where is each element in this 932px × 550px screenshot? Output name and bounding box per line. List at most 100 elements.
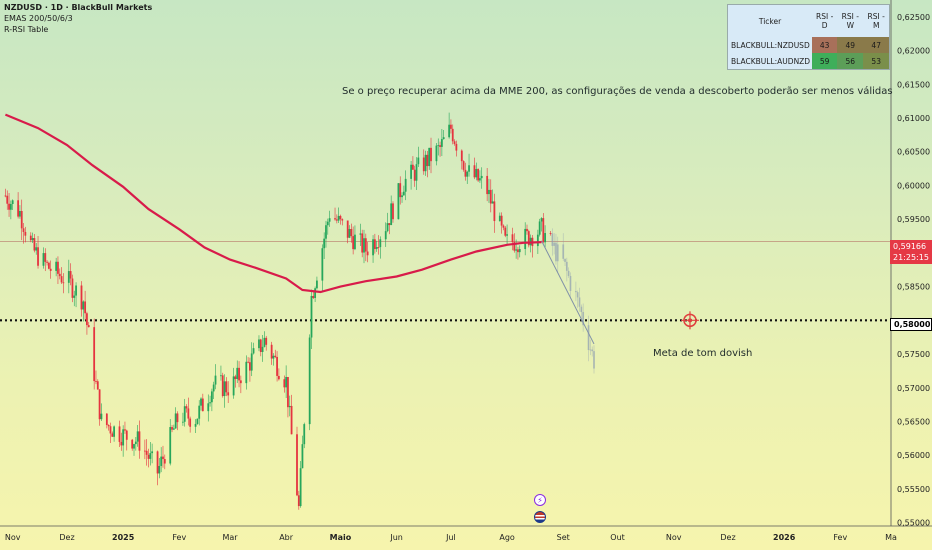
candle-body (105, 413, 108, 425)
candle-body (288, 405, 291, 408)
candle-body (136, 431, 139, 442)
y-tick-label: 0,62500 (897, 13, 930, 22)
candle-body (477, 169, 479, 181)
candle-body (122, 429, 125, 446)
candle-body (479, 178, 481, 181)
candle-body (364, 238, 367, 252)
candle-body (287, 376, 289, 408)
candle-body (145, 450, 148, 455)
candle-body (274, 355, 277, 357)
candle-body (428, 147, 431, 167)
rsi-row-weekly: 49 (837, 37, 864, 53)
candle-body (354, 234, 356, 250)
candle-body (44, 253, 47, 262)
candle-body (346, 220, 349, 238)
candle-body (238, 367, 240, 381)
candle-body (556, 244, 559, 262)
candle-body (113, 426, 115, 437)
candle-body (20, 210, 23, 229)
candle-body (339, 215, 342, 220)
candle-body (47, 262, 50, 269)
candle-body (297, 495, 300, 507)
candle-body (296, 434, 298, 496)
candle-body (553, 242, 556, 246)
candle-body (442, 137, 445, 140)
last-price-tag: 0,59166 21:25:15 (890, 240, 932, 264)
candle-body (120, 441, 123, 446)
candle-body (58, 273, 61, 277)
x-tick-label: Nov (666, 533, 682, 542)
candle-body (506, 234, 508, 236)
candle-body (252, 348, 255, 354)
candle-body (183, 406, 186, 422)
x-tick-label: Maio (330, 533, 352, 542)
candle-body (111, 433, 114, 437)
x-tick-label: Fev (172, 533, 186, 542)
chart-title: NZDUSD · 1D · BlackBull Markets (4, 3, 153, 12)
candle-body (308, 337, 311, 425)
candle-body (11, 200, 14, 204)
candle-body (35, 247, 38, 251)
candle-body (29, 235, 32, 241)
candle-body (500, 215, 503, 226)
candle-body (544, 233, 547, 243)
x-tick-label: Fev (833, 533, 847, 542)
candle-body (402, 191, 405, 196)
candle-body (73, 295, 76, 298)
rsi-row-monthly: 53 (863, 53, 889, 69)
candle-body (60, 276, 63, 283)
candle-body (162, 456, 164, 460)
indicator-ema-label[interactable]: EMAS 200/50/6/3 (4, 14, 73, 23)
candle-body (515, 249, 518, 251)
candle-body (210, 391, 213, 403)
candle-body (328, 218, 331, 222)
candle-body (589, 349, 592, 351)
x-tick-label: Jun (389, 533, 403, 542)
candle-body (303, 424, 306, 445)
candle-body (502, 225, 505, 228)
candle-body (221, 375, 224, 397)
y-tick-label: 0,56500 (897, 417, 930, 426)
candle-body (341, 219, 344, 221)
candle-body (225, 381, 228, 393)
candle-body (504, 227, 507, 236)
candle-body (334, 218, 336, 220)
candle-body (17, 200, 20, 217)
candle-body (377, 247, 380, 248)
candle-body (526, 228, 528, 232)
candle-body (542, 218, 545, 243)
candle-body (67, 271, 70, 283)
rsi-row-daily: 43 (812, 37, 838, 53)
y-tick-label: 0,62000 (897, 47, 930, 56)
x-tick-label: Dez (59, 533, 74, 542)
lightning-icon[interactable]: ⚡ (534, 494, 546, 506)
rsi-row-ticker: BLACKBULL:AUDNZD (728, 53, 813, 69)
us-flag-icon[interactable] (534, 511, 546, 523)
candle-body (283, 379, 286, 388)
candle-body (310, 295, 313, 338)
candle-body (250, 353, 253, 371)
candle-body (285, 376, 288, 388)
candle-body (124, 429, 126, 431)
candle-body (386, 223, 389, 232)
candle-body (4, 195, 7, 197)
candle-body (426, 154, 429, 167)
candle-body (176, 413, 179, 423)
candle-body (9, 203, 12, 210)
rsi-row-ticker: BLACKBULL:NZDUSD (728, 37, 813, 53)
candle-body (194, 423, 197, 427)
candle-body (567, 270, 570, 276)
candle-body (555, 242, 557, 262)
indicator-rsi-label[interactable]: R-RSI Table (4, 25, 49, 34)
candle-body (263, 337, 266, 347)
candle-body (301, 444, 304, 469)
candle-body (440, 139, 443, 147)
candle-body (172, 428, 175, 430)
x-tick-label: Jul (445, 533, 456, 542)
candle-body (314, 288, 317, 298)
candle-body (475, 169, 478, 178)
rsi-header-monthly: RSI - M (863, 5, 889, 37)
target-price-tag: 0,58000 (890, 318, 932, 331)
